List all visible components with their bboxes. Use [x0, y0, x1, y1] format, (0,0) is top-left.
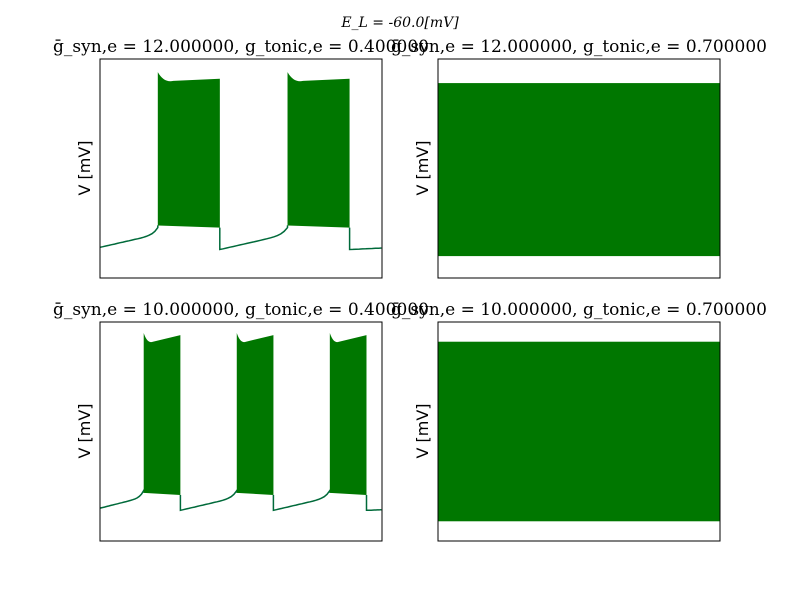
tonic-spiking-band — [438, 341, 720, 522]
membrane-trace — [99, 225, 382, 251]
panel-2-ylabel: V [mV] — [413, 140, 432, 195]
panel-2-title: ḡ_syn,e = 12.000000, g_tonic,e = 0.70000… — [391, 37, 767, 57]
panel-1-title: ḡ_syn,e = 12.000000, g_tonic,e = 0.40000… — [53, 37, 429, 57]
panel-3-ylabel: V [mV] — [75, 403, 94, 458]
panel-4: ḡ_syn,e = 10.000000, g_tonic,e = 0.70000… — [391, 300, 767, 542]
panel-1-axes-frame — [99, 58, 383, 279]
panel-2-plot-area — [438, 83, 720, 257]
panel-1-ylabel: V [mV] — [75, 140, 94, 195]
panel-2: ḡ_syn,e = 12.000000, g_tonic,e = 0.70000… — [391, 37, 767, 279]
tonic-spiking-band — [438, 83, 720, 257]
panel-4-ylabel: V [mV] — [413, 403, 432, 458]
panel-3-plot-area — [99, 332, 382, 512]
membrane-trace — [99, 487, 382, 512]
burst-1 — [143, 332, 181, 496]
panel-3: ḡ_syn,e = 10.000000, g_tonic,e = 0.40000… — [53, 300, 429, 542]
panel-1: ḡ_syn,e = 12.000000, g_tonic,e = 0.40000… — [53, 37, 429, 279]
panel-3-title: ḡ_syn,e = 10.000000, g_tonic,e = 0.40000… — [53, 300, 429, 320]
panel-4-plot-area — [438, 341, 720, 522]
burst-2 — [287, 72, 350, 228]
panel-3-axes-frame — [99, 321, 383, 542]
panel-1-plot-area — [99, 72, 382, 251]
figure-suptitle: E_L = -60.0[mV] — [340, 15, 459, 31]
burst-3 — [329, 332, 367, 496]
burst-2 — [236, 332, 274, 496]
burst-1 — [157, 72, 220, 228]
panel-4-axes-frame — [437, 321, 721, 542]
panel-2-axes-frame — [437, 58, 721, 279]
panel-4-title: ḡ_syn,e = 10.000000, g_tonic,e = 0.70000… — [391, 300, 767, 320]
